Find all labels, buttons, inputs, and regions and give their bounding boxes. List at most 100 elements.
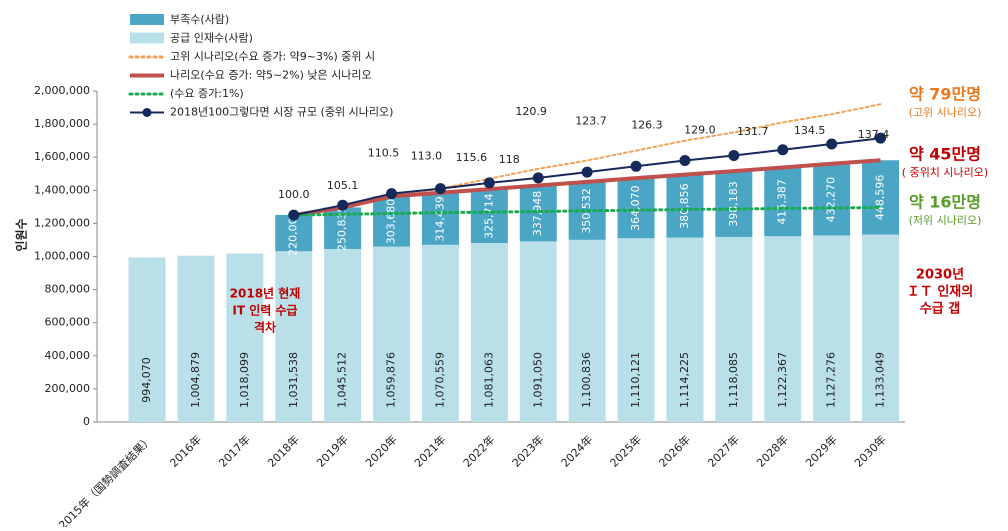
- data-label: 325,714: [482, 193, 495, 239]
- annotation: 약 16만명: [909, 193, 981, 212]
- data-label: 1,114,225: [678, 352, 691, 408]
- point-label: 100.0: [278, 188, 310, 201]
- bar: [862, 234, 900, 422]
- annotation: (저위 시나리오): [909, 214, 982, 227]
- data-label: 994,070: [140, 357, 153, 403]
- data-label: 220,000: [287, 210, 300, 256]
- marker: [728, 150, 740, 162]
- x-tick-label: 2030年: [851, 432, 888, 469]
- bar: [813, 163, 851, 236]
- point-label: 129.0: [684, 124, 716, 137]
- data-label: 1,018,099: [238, 352, 251, 408]
- data-label: 448,596: [874, 175, 887, 221]
- x-tick-label: 2025年: [607, 432, 644, 469]
- annotation: 격차: [254, 320, 276, 335]
- x-tick-label: 2027年: [705, 432, 742, 469]
- point-label: 115.6: [456, 151, 488, 164]
- data-label: 1,127,276: [825, 352, 838, 408]
- data-label: 415,387: [776, 179, 789, 225]
- x-tick-label: 2017年: [216, 432, 253, 469]
- marker: [581, 166, 593, 178]
- data-label: 1,070,559: [433, 352, 446, 408]
- data-label: 1,100,836: [580, 352, 593, 408]
- bar: [617, 178, 655, 239]
- data-label: 364,070: [629, 185, 642, 231]
- data-label: 303,680: [385, 199, 398, 245]
- point-label: 126.3: [631, 119, 663, 132]
- bar: [764, 167, 802, 237]
- data-label: 380,856: [678, 183, 691, 229]
- point-label: 131.7: [737, 125, 769, 138]
- bar: [715, 171, 753, 237]
- point-label: 134.5: [794, 124, 826, 137]
- y-axis-label: 인원수: [14, 218, 29, 251]
- marker: [826, 138, 838, 150]
- bar: [226, 253, 264, 422]
- bar: [862, 160, 900, 235]
- data-label: 337,948: [531, 191, 544, 237]
- marker: [434, 183, 446, 195]
- marker: [337, 199, 349, 211]
- data-label: 250,835: [336, 205, 349, 251]
- data-label: 432,270: [825, 177, 838, 223]
- bar: [568, 239, 606, 422]
- x-tick-label: 2018年: [265, 432, 302, 469]
- point-label: 105.1: [327, 179, 359, 192]
- annotation: 2030년: [916, 268, 964, 283]
- x-tick-label: 2024年: [558, 432, 595, 469]
- x-tick-label: 2022年: [460, 432, 497, 469]
- data-label: 398,183: [727, 181, 740, 227]
- marker: [777, 144, 789, 156]
- data-label: 1,045,512: [336, 352, 349, 408]
- y-tick-label: 1,200,000: [34, 216, 90, 229]
- data-label: 314,439: [433, 196, 446, 242]
- bar: [666, 174, 704, 238]
- x-tick-label: 2028年: [754, 432, 791, 469]
- annotation: 약 79만명: [909, 85, 981, 104]
- bar: [275, 251, 313, 422]
- legend-swatch: [130, 14, 164, 25]
- point-label: 110.5: [368, 147, 400, 160]
- data-label: 1,133,049: [874, 352, 887, 408]
- y-tick-label: 600,000: [45, 316, 91, 329]
- y-tick-label: 200,000: [45, 382, 91, 395]
- legend-marker: [142, 108, 152, 117]
- x-tick-label: 2015年（国勢調査結果）: [56, 432, 156, 527]
- bar: [519, 185, 557, 242]
- point-label: 118: [499, 153, 520, 166]
- point-label: 137.4: [858, 128, 890, 141]
- marker: [386, 188, 398, 200]
- marker: [875, 132, 887, 144]
- y-tick-label: 1,400,000: [34, 183, 90, 196]
- legend-label: 2018년100그렇다면 시장 규모 (중위 시나리오): [170, 106, 393, 119]
- data-label: 1,004,879: [189, 352, 202, 408]
- bar: [470, 243, 508, 422]
- y-tick-label: 800,000: [45, 283, 91, 296]
- point-label: 120.9: [515, 105, 547, 118]
- line-4: [292, 206, 882, 217]
- y-tick-label: 1,000,000: [34, 250, 90, 263]
- legend-label: (수요 증가:1%): [170, 87, 244, 100]
- data-label: 1,122,367: [776, 352, 789, 408]
- data-label: 1,031,538: [287, 352, 300, 408]
- annotation: 수급 갭: [920, 302, 960, 317]
- marker: [679, 155, 691, 167]
- bar: [177, 255, 215, 422]
- y-tick-label: 2,000,000: [34, 84, 90, 97]
- bar: [128, 257, 166, 422]
- bar: [813, 235, 851, 422]
- x-tick-label: 2026年: [656, 432, 693, 469]
- bar: [373, 196, 411, 247]
- annotation: IT 인력 수급: [232, 303, 297, 318]
- annotation: ＩＴ 인재의: [907, 284, 973, 300]
- x-tick-label: 2019年: [313, 432, 350, 469]
- x-tick-label: 2023年: [509, 432, 546, 469]
- x-tick-label: 2016年: [167, 432, 204, 469]
- bar: [715, 236, 753, 422]
- legend-label: 부족수(사람): [170, 13, 229, 26]
- point-label: 123.7: [575, 114, 607, 127]
- y-tick-label: 0: [83, 415, 90, 428]
- marker: [532, 172, 544, 184]
- bar: [324, 248, 362, 422]
- y-tick-label: 400,000: [45, 349, 91, 362]
